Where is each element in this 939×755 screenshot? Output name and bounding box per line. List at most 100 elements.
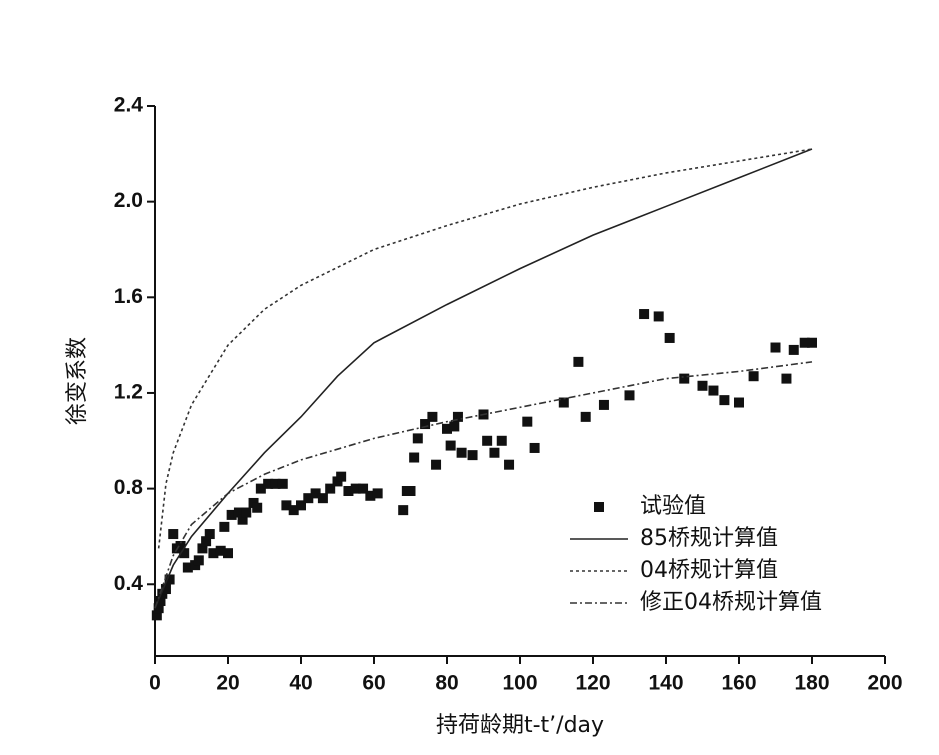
data-point [233,507,244,518]
data-point [252,502,263,513]
data-point [358,483,369,494]
data-point [496,435,507,446]
legend-label: 85桥规计算值 [640,526,778,551]
data-point [179,548,190,559]
data-point [624,390,635,401]
data-point [204,529,215,540]
x-tick-label: 40 [289,672,312,695]
x-tick-label: 20 [216,672,239,695]
data-point [781,373,792,384]
y-tick-label: 2.4 [114,94,144,117]
data-point [168,529,179,540]
data-point [303,493,314,504]
data-point [350,483,361,494]
data-point [336,471,347,482]
data-point [456,447,467,458]
data-point [504,459,515,470]
x-tick-label: 160 [721,672,756,695]
data-point [372,488,383,499]
data-point [193,555,204,566]
data-point [296,500,306,511]
data-point [799,337,810,348]
legend-marker [594,502,604,512]
data-point [807,337,817,348]
data-point [160,584,171,595]
data-point [489,447,500,458]
y-tick-label: 2.0 [114,189,143,212]
data-point [639,309,650,320]
data-point [219,521,230,532]
x-tick-label: 140 [648,672,683,695]
data-point [467,450,478,461]
x-axis-label: 持荷龄期t-t’/day [436,713,604,738]
data-point [208,548,219,559]
data-point [697,380,708,391]
data-point [310,488,321,499]
data-point [153,603,164,614]
data-point [281,500,292,511]
data-point [664,332,675,343]
data-point [748,371,759,382]
y-tick-label: 1.6 [114,285,143,308]
data-point [452,411,463,422]
data-point [343,486,354,496]
data-point [427,411,438,422]
data-point [277,478,288,489]
data-point [445,440,456,451]
data-point [719,395,730,406]
data-point [263,478,274,489]
x-tick-label: 180 [794,672,829,695]
y-tick-label: 0.4 [114,572,144,595]
data-point [442,423,452,434]
data-point [573,356,584,367]
data-point [529,442,540,453]
data-point [420,419,431,430]
data-point [708,385,719,396]
data-point [558,397,569,408]
data-point [223,548,233,559]
series-line [157,148,813,549]
x-tick-label: 80 [435,672,458,695]
data-point [770,342,781,353]
data-point [449,421,460,432]
data-point [398,505,409,516]
data-point [197,543,208,554]
data-point [241,507,252,518]
data-point [270,478,281,489]
data-point [226,509,237,520]
data-point [164,574,175,585]
data-point [365,490,376,501]
x-tick-label: 200 [867,672,902,695]
data-point [175,541,186,551]
series-line [154,361,813,609]
data-point [317,493,328,504]
y-axis-label: 徐变系数 [65,337,90,425]
y-tick-label: 1.2 [114,381,143,404]
data-point [215,545,226,556]
x-tick-label: 100 [502,672,537,695]
data-point [788,344,799,355]
data-point [201,536,212,547]
data-point [679,373,690,384]
x-tick-label: 0 [149,672,161,695]
data-point [182,562,193,573]
series-line [154,148,813,609]
data-point [237,514,248,525]
y-tick-label: 0.8 [114,476,144,499]
x-tick-label: 120 [575,672,610,695]
data-point [482,435,493,446]
data-point [580,411,591,422]
x-tick-label: 60 [362,672,385,695]
legend-label: 04桥规计算值 [640,558,778,583]
data-point [412,433,423,444]
data-point [405,486,416,496]
data-point [409,452,420,463]
data-point [155,596,166,606]
legend-label: 修正04桥规计算值 [640,590,822,615]
data-point [151,610,162,621]
data-point [653,311,664,322]
data-point [734,397,744,408]
data-point [288,505,299,516]
legend-label: 试验值 [640,494,706,519]
